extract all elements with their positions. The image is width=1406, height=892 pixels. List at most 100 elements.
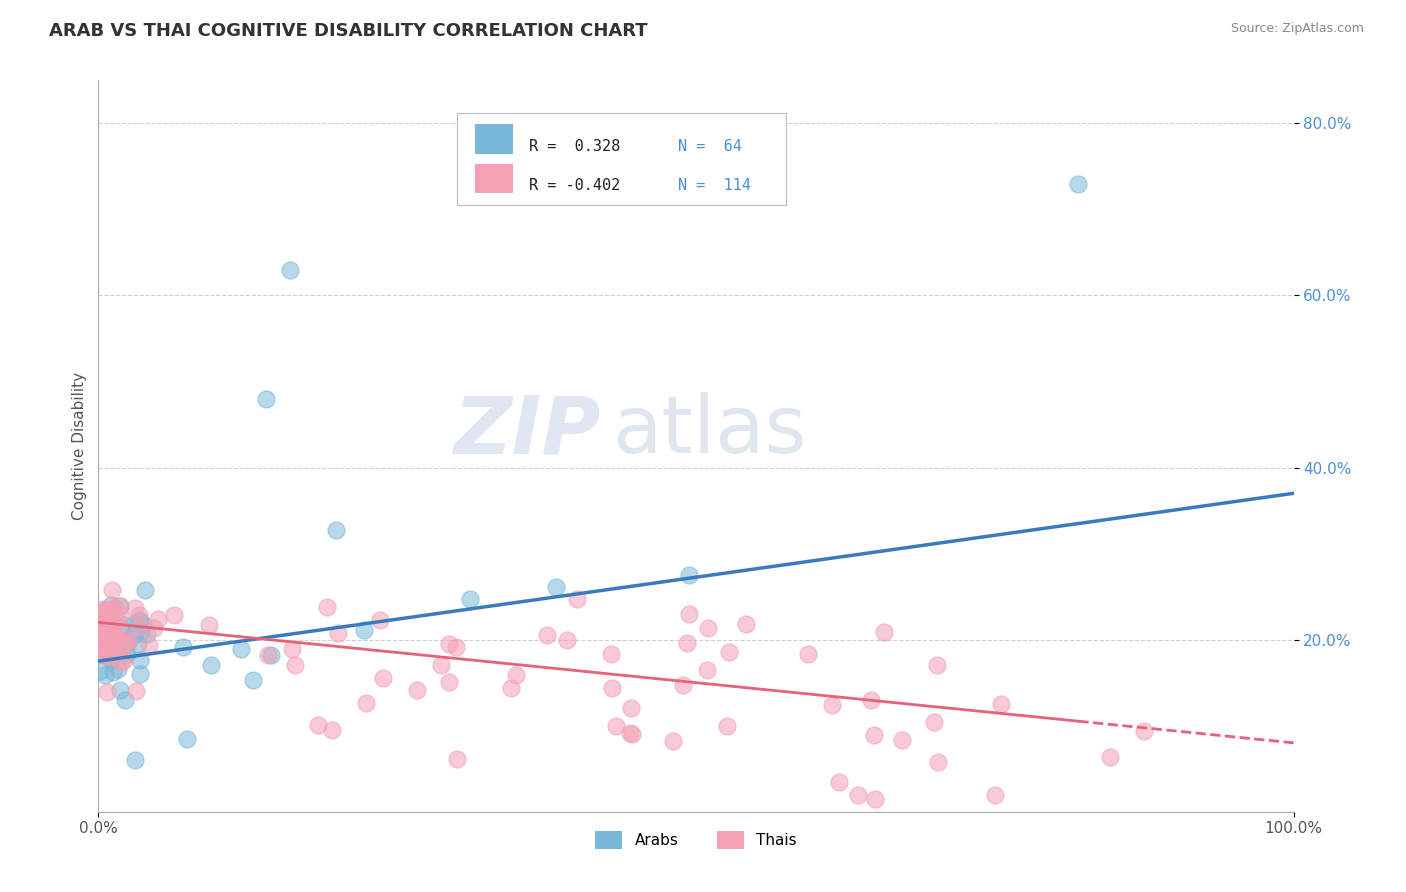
Point — [111, 637, 134, 651]
Point — [89, 623, 111, 637]
Point — [100, 629, 122, 643]
Text: N =  114: N = 114 — [678, 178, 751, 194]
Point — [458, 591, 481, 606]
Point — [860, 692, 883, 706]
Point — [101, 645, 124, 659]
Point — [922, 715, 945, 730]
FancyBboxPatch shape — [475, 124, 513, 153]
Point — [93, 605, 115, 619]
Point — [97, 626, 120, 640]
Point — [321, 723, 343, 737]
Point — [100, 653, 122, 667]
Point — [172, 640, 194, 654]
Point — [96, 685, 118, 699]
Point — [96, 632, 118, 646]
Point — [198, 617, 221, 632]
Point — [1067, 177, 1090, 191]
Point — [115, 634, 138, 648]
Point — [129, 667, 152, 681]
Point — [848, 788, 870, 802]
Point — [100, 583, 122, 598]
Point — [117, 635, 139, 649]
Point — [93, 644, 115, 658]
Point — [927, 755, 949, 769]
Point — [101, 615, 124, 629]
Point — [125, 684, 148, 698]
Point — [98, 631, 121, 645]
Point — [89, 618, 111, 632]
Point — [101, 601, 124, 615]
Point — [129, 653, 152, 667]
Point — [229, 642, 252, 657]
Point — [146, 612, 169, 626]
Point — [890, 732, 912, 747]
Point — [672, 678, 695, 692]
Point — [260, 648, 283, 663]
Point — [114, 636, 136, 650]
Point — [98, 645, 121, 659]
Point — [91, 637, 114, 651]
Point — [122, 627, 145, 641]
Point — [619, 701, 641, 715]
Point — [94, 642, 117, 657]
Point — [505, 668, 527, 682]
Point — [107, 615, 129, 629]
Point — [104, 622, 127, 636]
Point — [94, 649, 117, 664]
Text: R = -0.402: R = -0.402 — [529, 178, 620, 194]
Point — [128, 613, 150, 627]
Point — [278, 262, 301, 277]
Point — [98, 602, 121, 616]
Point — [828, 774, 851, 789]
Point — [696, 663, 718, 677]
Point — [620, 727, 643, 741]
Point — [984, 788, 1007, 802]
Point — [565, 592, 588, 607]
Point — [796, 647, 818, 661]
Point — [446, 752, 468, 766]
Point — [107, 642, 129, 657]
Point — [124, 616, 146, 631]
Point — [138, 638, 160, 652]
FancyBboxPatch shape — [457, 113, 786, 204]
Point — [254, 392, 277, 406]
Point — [97, 610, 120, 624]
Point — [675, 636, 697, 650]
Point — [91, 619, 114, 633]
Text: R =  0.328: R = 0.328 — [529, 139, 620, 153]
Point — [1099, 750, 1122, 764]
Point — [89, 607, 111, 622]
Text: ZIP: ZIP — [453, 392, 600, 470]
Point — [97, 608, 120, 623]
Point — [134, 582, 156, 597]
Point — [128, 608, 150, 623]
Point — [863, 728, 886, 742]
Point — [242, 673, 264, 687]
Point — [437, 675, 460, 690]
Point — [128, 614, 150, 628]
Point — [605, 719, 627, 733]
Point — [820, 698, 842, 712]
Point — [117, 634, 139, 648]
Point — [98, 649, 121, 664]
Point — [97, 607, 120, 621]
Y-axis label: Cognitive Disability: Cognitive Disability — [72, 372, 87, 520]
Point — [127, 637, 149, 651]
Point — [256, 648, 278, 662]
Point — [132, 616, 155, 631]
Point — [1132, 723, 1154, 738]
Point — [117, 648, 139, 662]
Point — [100, 649, 122, 664]
Point — [96, 612, 118, 626]
Point — [90, 624, 112, 638]
Point — [281, 642, 304, 657]
Point — [128, 620, 150, 634]
Point — [94, 668, 117, 682]
Point — [100, 605, 122, 619]
Point — [96, 627, 118, 641]
Point — [115, 633, 138, 648]
Point — [717, 645, 740, 659]
Point — [734, 616, 756, 631]
Point — [697, 621, 720, 635]
Point — [108, 599, 131, 613]
